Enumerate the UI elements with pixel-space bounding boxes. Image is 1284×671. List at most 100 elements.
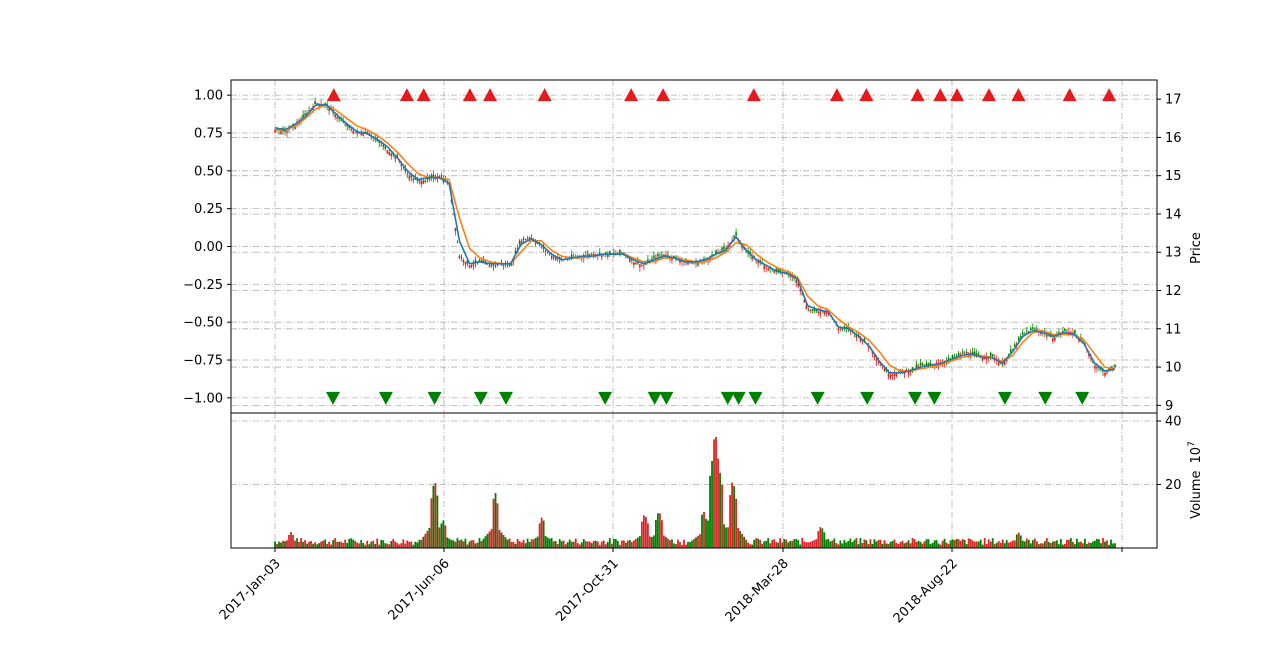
volume-bar — [839, 540, 842, 548]
candle-body — [1054, 337, 1056, 341]
candle-body — [410, 175, 413, 178]
candle-body — [1062, 331, 1064, 332]
volume-bar — [514, 543, 517, 548]
candle-body — [907, 371, 910, 375]
candle-body — [723, 246, 725, 250]
sell-signal-marker — [731, 391, 746, 405]
volume-bar — [741, 533, 744, 548]
candle-body — [809, 310, 812, 312]
volume-bar — [771, 540, 774, 548]
candle-body — [797, 283, 800, 287]
volume-bar — [410, 541, 413, 548]
candle-body — [725, 247, 727, 249]
candle-body — [825, 311, 828, 314]
sell-signal-marker — [598, 391, 613, 405]
volume-bar — [606, 541, 609, 548]
volume-bar — [809, 542, 812, 548]
volume-bar — [991, 538, 994, 548]
volume-bar — [669, 540, 671, 548]
volume-bar — [630, 541, 633, 548]
volume-bar — [1003, 543, 1006, 548]
volume-bar — [1106, 540, 1108, 548]
candle-body — [382, 145, 385, 147]
volume-bar — [1090, 543, 1092, 548]
volume-bar — [659, 513, 661, 548]
buy-signal-marker — [1102, 88, 1117, 102]
candle-body — [751, 256, 753, 260]
volume-bar — [673, 543, 675, 548]
volume-bar — [450, 539, 453, 548]
volume-bar — [969, 539, 972, 548]
volume-bar — [697, 535, 699, 548]
volume-bar — [346, 542, 349, 548]
candle-body — [643, 265, 645, 267]
candle-body — [474, 260, 477, 264]
volume-bar — [811, 541, 814, 548]
volume-bar — [801, 537, 804, 548]
volume-bar — [562, 540, 565, 548]
volume-bar — [418, 539, 421, 548]
volume-bar — [312, 543, 314, 548]
volume-bar — [452, 540, 455, 548]
volume-bar — [494, 493, 497, 548]
candle-body — [328, 108, 330, 111]
volume-bar — [622, 540, 625, 548]
candle-body — [1064, 328, 1066, 331]
volume-bar — [376, 538, 379, 548]
volume-bar — [1051, 541, 1054, 548]
volume-bar — [320, 541, 323, 548]
volume-bar — [995, 542, 998, 548]
volume-bar — [861, 542, 864, 548]
candle-body — [679, 260, 681, 263]
volume-bar — [919, 541, 922, 548]
volume-bar — [578, 544, 581, 548]
volume-bar — [322, 540, 325, 548]
volume-bar — [550, 538, 553, 548]
volume-bar — [689, 542, 691, 548]
candle-body — [552, 256, 555, 258]
volume-bar — [1045, 538, 1048, 548]
volume-bar — [875, 541, 878, 548]
volume-bar — [496, 503, 499, 548]
volume-bar — [412, 544, 415, 548]
candle-body — [709, 257, 711, 261]
candle-body — [280, 130, 282, 135]
sell-signal-marker — [325, 391, 340, 405]
candle-body — [951, 355, 954, 359]
candle-body — [757, 261, 759, 264]
volume-bar — [761, 543, 764, 548]
candle-body — [488, 265, 491, 268]
volume-bar — [783, 539, 786, 548]
volume-bar — [284, 541, 286, 548]
volume-bar — [596, 541, 599, 548]
candle-body — [534, 241, 537, 244]
volume-bar — [1057, 544, 1060, 548]
volume-bar — [548, 538, 551, 548]
volume-bar — [999, 542, 1002, 548]
volume-bar — [318, 543, 321, 548]
candle-body — [336, 117, 338, 119]
candle-body — [799, 288, 802, 292]
volume-scale-base: 10 — [1189, 447, 1204, 464]
volume-bar — [408, 542, 411, 548]
volume-bar — [667, 538, 669, 548]
candle-body — [1074, 330, 1076, 334]
price-axis-label: Price — [1189, 232, 1204, 264]
candle-body — [406, 174, 409, 176]
volume-bar — [899, 542, 902, 548]
volume-bar — [464, 538, 467, 548]
candle-body — [518, 240, 521, 244]
volume-panel-frame — [230, 412, 1158, 549]
volume-bar — [446, 537, 449, 548]
volume-bar — [721, 484, 723, 548]
volume-bar — [759, 539, 762, 548]
volume-bar — [973, 541, 976, 548]
candle-body — [619, 249, 621, 253]
volume-bar — [685, 544, 687, 548]
candle-body — [390, 153, 393, 157]
volume-bar — [679, 542, 681, 548]
volume-bar — [406, 540, 409, 548]
volume-bar — [296, 538, 298, 548]
candle-body — [1096, 366, 1098, 369]
candle-body — [274, 129, 276, 133]
